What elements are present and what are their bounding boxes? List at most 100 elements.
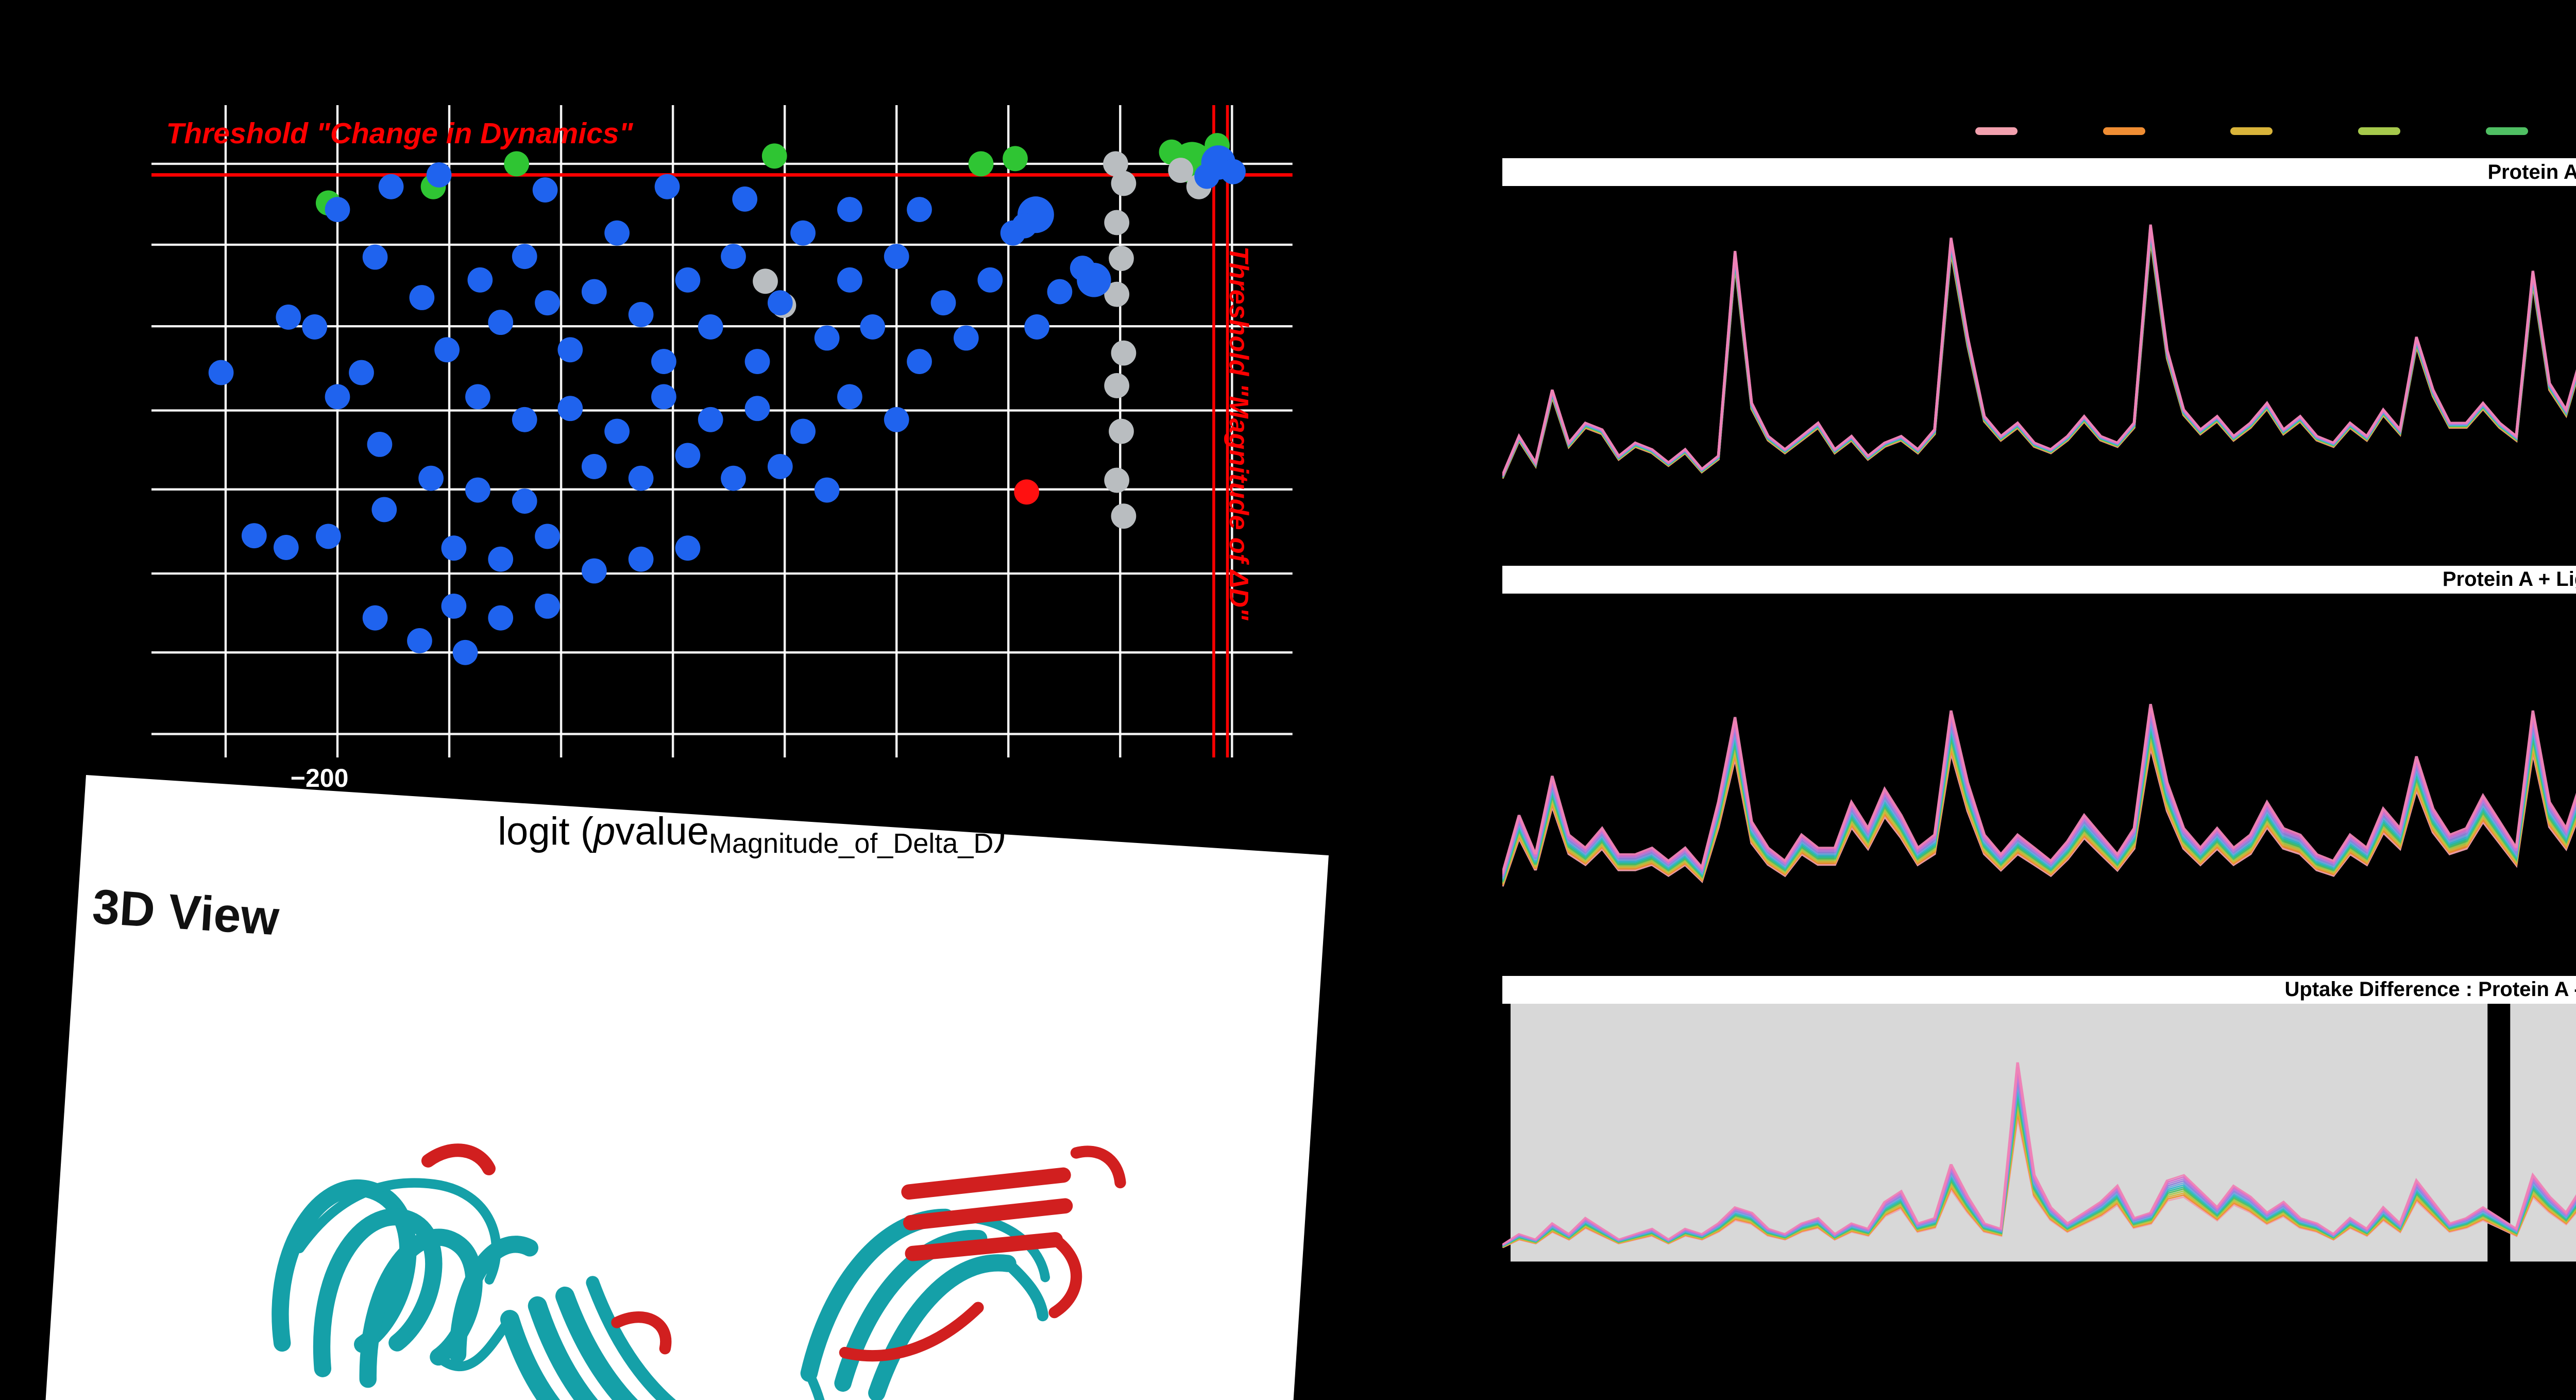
volcano-point[interactable] (604, 220, 630, 246)
volcano-point[interactable] (434, 336, 460, 362)
volcano-point[interactable] (582, 453, 607, 479)
volcano-point[interactable] (675, 535, 701, 561)
uptake-trace[interactable] (1502, 652, 2576, 874)
volcano-point[interactable] (1104, 373, 1130, 398)
volcano-point[interactable] (907, 348, 932, 374)
volcano-point[interactable] (884, 407, 909, 432)
uptake-chart-protein-a-svg[interactable] (1502, 186, 2576, 551)
volcano-point[interactable] (768, 453, 793, 479)
volcano-point[interactable] (362, 605, 388, 631)
volcano-point[interactable] (407, 628, 432, 653)
volcano-point[interactable] (504, 151, 530, 176)
volcano-plot-svg[interactable] (151, 105, 1293, 757)
volcano-point[interactable] (208, 360, 234, 385)
volcano-point[interactable] (744, 395, 770, 421)
volcano-point[interactable] (744, 348, 770, 374)
volcano-point[interactable] (930, 290, 956, 315)
protein-structure[interactable] (117, 959, 1230, 1400)
legend-swatch[interactable] (1975, 127, 2018, 136)
view3d-panel[interactable]: 3D View (28, 774, 1329, 1400)
volcano-point[interactable] (409, 284, 435, 310)
volcano-point[interactable] (557, 395, 583, 421)
volcano-point[interactable] (512, 243, 537, 269)
volcano-point[interactable] (1109, 418, 1134, 444)
volcano-point[interactable] (1194, 163, 1220, 189)
uptake-trace[interactable] (1502, 224, 2576, 476)
legend-swatch[interactable] (2485, 127, 2528, 136)
volcano-point[interactable] (968, 151, 994, 176)
volcano-point[interactable] (535, 290, 560, 315)
volcano-point[interactable] (628, 301, 654, 327)
volcano-point[interactable] (316, 523, 341, 549)
volcano-point[interactable] (465, 477, 490, 502)
volcano-point[interactable] (753, 268, 778, 294)
volcano-point[interactable] (675, 267, 701, 293)
volcano-point[interactable] (698, 407, 723, 432)
volcano-point[interactable] (488, 605, 514, 631)
volcano-point[interactable] (349, 360, 374, 385)
volcano-point[interactable] (1014, 479, 1040, 504)
volcano-point[interactable] (1221, 159, 1246, 184)
volcano-point[interactable] (242, 522, 267, 548)
uptake-difference-chart[interactable] (1502, 1004, 2576, 1272)
volcano-point[interactable] (276, 304, 301, 330)
uptake-chart-protein-a-ligand-svg[interactable] (1502, 594, 2576, 955)
volcano-point[interactable] (1103, 151, 1128, 176)
volcano-point[interactable] (651, 348, 676, 374)
volcano-point[interactable] (761, 143, 787, 168)
volcano-point[interactable] (1111, 503, 1137, 529)
volcano-point[interactable] (1104, 467, 1130, 493)
volcano-point[interactable] (378, 174, 404, 199)
volcano-point[interactable] (488, 546, 514, 572)
volcano-point[interactable] (884, 243, 909, 269)
volcano-point[interactable] (837, 196, 862, 222)
volcano-point[interactable] (325, 196, 350, 222)
uptake-trace[interactable] (1502, 1062, 2576, 1245)
volcano-point[interactable] (1077, 262, 1111, 297)
volcano-point[interactable] (274, 534, 299, 560)
volcano-point[interactable] (837, 384, 862, 409)
volcano-point[interactable] (1109, 245, 1134, 271)
volcano-point[interactable] (582, 279, 607, 305)
legend-swatch[interactable] (2103, 127, 2145, 136)
volcano-point[interactable] (1168, 157, 1194, 183)
volcano-point[interactable] (698, 314, 723, 340)
volcano-point[interactable] (418, 465, 444, 491)
volcano-point[interactable] (977, 267, 1003, 293)
volcano-point[interactable] (654, 174, 680, 199)
volcano-point[interactable] (467, 267, 493, 293)
volcano-point[interactable] (628, 465, 654, 491)
legend-swatch[interactable] (2230, 127, 2273, 136)
volcano-point[interactable] (1104, 209, 1130, 235)
volcano-point[interactable] (651, 384, 676, 409)
volcano-point[interactable] (465, 384, 490, 409)
volcano-point[interactable] (732, 186, 758, 212)
volcano-point[interactable] (1011, 213, 1037, 239)
volcano-point[interactable] (907, 196, 932, 222)
volcano-point[interactable] (837, 267, 862, 293)
volcano-point[interactable] (721, 465, 746, 491)
uptake-difference-chart-svg[interactable] (1502, 1004, 2576, 1272)
volcano-point[interactable] (488, 309, 514, 335)
uptake-trace[interactable] (1502, 238, 2576, 488)
volcano-point[interactable] (325, 384, 350, 409)
volcano-plot[interactable] (151, 105, 1293, 757)
volcano-point[interactable] (452, 639, 478, 665)
volcano-point[interactable] (557, 336, 583, 362)
volcano-point[interactable] (1111, 170, 1137, 196)
volcano-point[interactable] (814, 325, 840, 350)
volcano-point[interactable] (371, 497, 397, 522)
volcano-point[interactable] (721, 243, 746, 269)
volcano-point[interactable] (790, 220, 816, 246)
volcano-point[interactable] (814, 477, 840, 502)
volcano-point[interactable] (954, 325, 979, 350)
volcano-point[interactable] (441, 535, 467, 561)
uptake-chart-protein-a[interactable] (1502, 186, 2576, 551)
volcano-point[interactable] (302, 314, 328, 340)
volcano-point[interactable] (1024, 314, 1050, 340)
volcano-point[interactable] (512, 488, 537, 514)
volcano-point[interactable] (604, 418, 630, 444)
volcano-point[interactable] (362, 244, 388, 269)
volcano-point[interactable] (1047, 279, 1073, 305)
legend-swatch[interactable] (2358, 127, 2401, 136)
